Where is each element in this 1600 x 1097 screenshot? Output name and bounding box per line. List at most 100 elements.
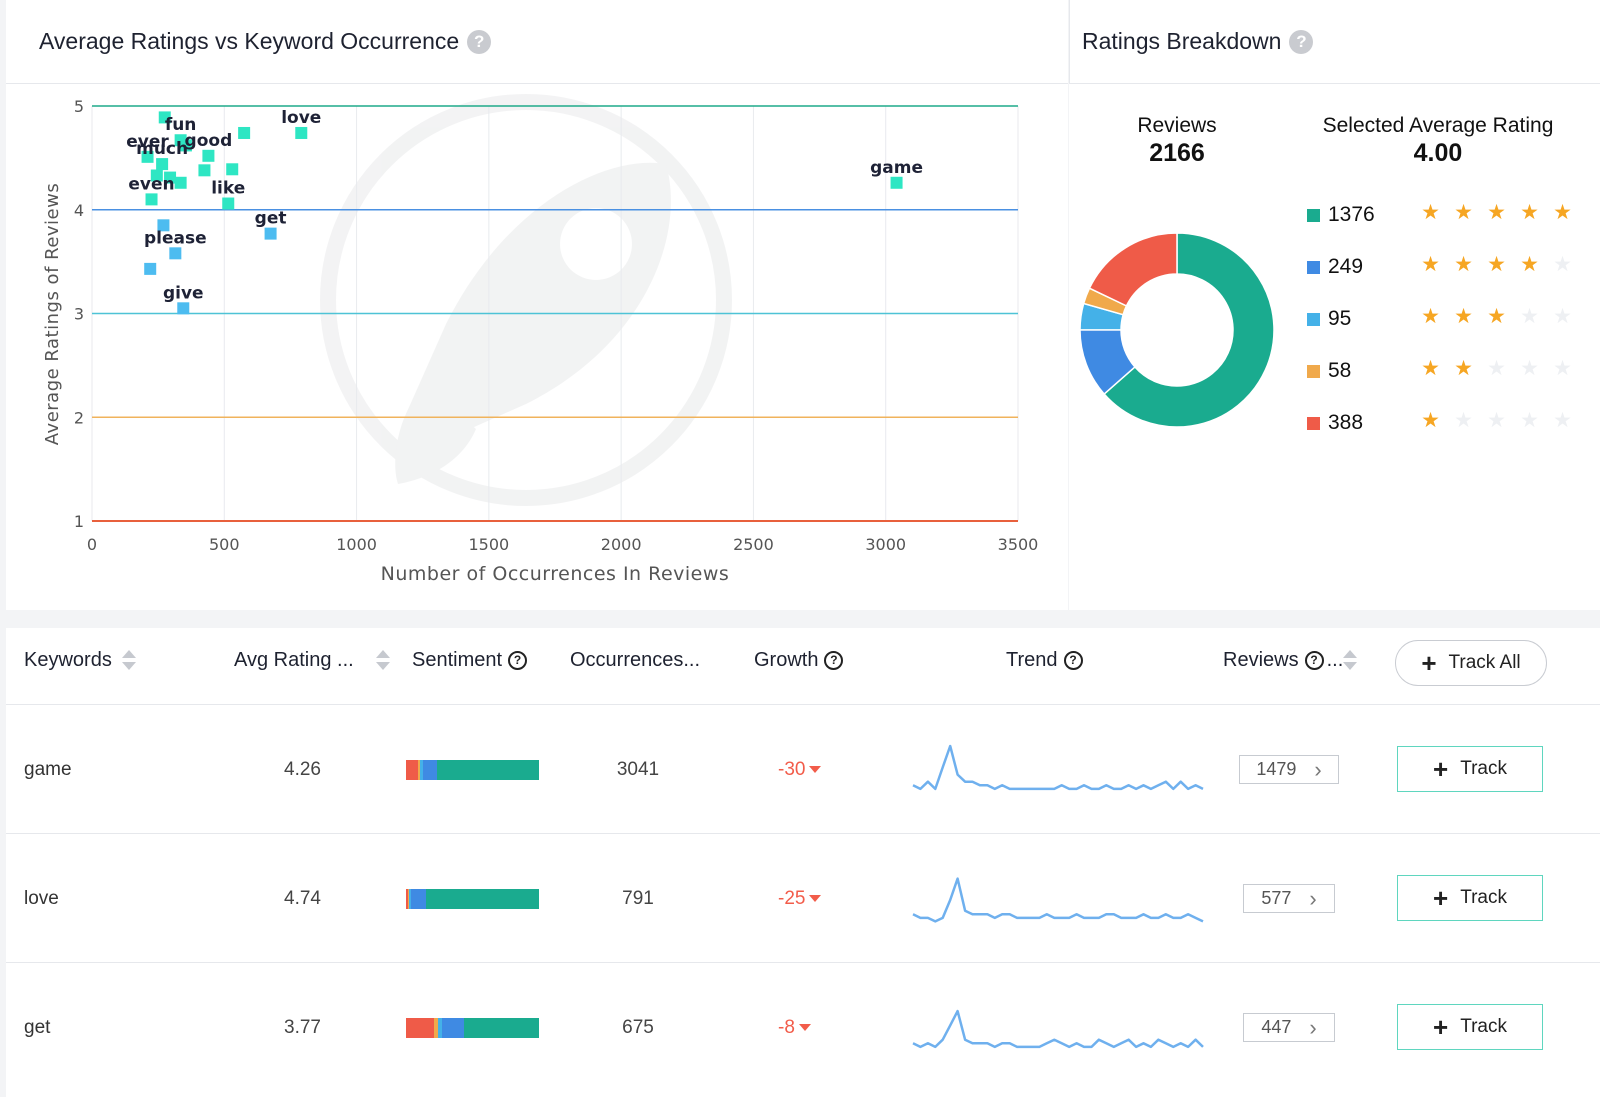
table-row[interactable]: love 4.74 791 -25 577 › + Track [6,833,1600,963]
plus-icon: + [1433,754,1449,784]
x-tick-label: 3000 [865,535,906,554]
scatter-point-unlabeled-5[interactable] [179,139,192,152]
legend-swatch [1307,312,1320,326]
reviews-link[interactable]: 447 › [1243,1013,1335,1042]
rating-legend-row[interactable]: 58 [1307,356,1408,386]
track-all-label: Track All [1448,652,1521,673]
legend-count: 249 [1328,255,1364,278]
chevron-right-icon: › [1309,885,1317,911]
scatter-point-love[interactable] [295,126,308,139]
keyword-cell[interactable]: game [24,758,72,780]
scatter-point-give[interactable] [177,302,190,315]
scatter-point-game[interactable] [890,176,903,189]
average-rating-value: 4.00 [1413,139,1463,167]
column-header-occurrences[interactable]: Occurrences... [570,640,700,680]
star-rating: ★ ★ ★ ★ ★ [1414,303,1579,331]
scatter-point-please[interactable] [169,247,182,260]
star-icon: ★ [1553,253,1572,276]
watermark-logo [320,94,732,506]
scatter-point-ever[interactable] [141,150,154,163]
scatter-chart: 0 500 1000 1500 2000 2500 3000 3500 1 2 3 4 5 game lo… [42,94,1038,585]
reviews-count: 1479 [1256,759,1297,779]
sort-icon[interactable] [121,649,136,671]
reviews-link[interactable]: 1479 › [1239,755,1339,784]
legend-swatch [1307,416,1320,430]
reviews-help-icon[interactable]: ? [1304,650,1324,670]
table-row[interactable]: game 4.26 3041 -30 1479 › + Track [6,704,1600,834]
scatter-point-unlabeled-10[interactable] [198,164,211,177]
occurrences-cell: 791 [622,887,654,909]
keywords-table: Keywords Avg Rating ... Sentiment ? Occu… [6,628,1600,1097]
sentiment-bar [406,1017,539,1038]
growth-help-icon[interactable]: ? [824,650,844,670]
sentiment-help-icon[interactable]: ? [508,650,528,670]
legend-count: 58 [1328,359,1352,382]
x-tick-label: 2000 [601,535,642,554]
sort-icon[interactable] [1343,649,1358,671]
breakdown-help-icon[interactable]: ? [1289,29,1314,54]
scatter-point-unlabeled-12[interactable] [150,169,163,182]
column-header-sentiment-label: Sentiment [412,648,503,671]
track-button[interactable]: + Track [1397,746,1543,792]
track-all-button[interactable]: + Track All [1395,640,1547,686]
reviews-count: 577 [1261,888,1292,908]
scatter-point-even[interactable] [145,193,158,206]
y-tick-label: 3 [74,305,84,324]
donut-slice-5-star[interactable] [1103,232,1275,428]
column-header-keywords[interactable]: Keywords [24,640,136,680]
avg-rating-cell: 3.77 [284,1016,321,1038]
column-header-avg-rating[interactable]: Avg Rating ... [234,640,390,680]
track-button[interactable]: + Track [1397,1004,1543,1050]
scatter-point-label: fun [165,115,197,135]
star-icon: ★ [1520,357,1539,380]
growth-cell: -8 [778,963,811,1092]
x-tick-label: 0 [87,535,97,554]
scatter-point-unlabeled-19[interactable] [144,262,157,275]
scatter-point-unlabeled-13[interactable] [164,171,177,184]
scatter-point-like[interactable] [222,197,235,210]
trend-cell [912,705,1204,834]
reviews-link[interactable]: 577 › [1243,884,1335,913]
scatter-point-unlabeled-3[interactable] [158,111,171,124]
scatter-point-label: game [870,158,923,178]
table-row[interactable]: get 3.77 675 -8 447 › + Track [6,962,1600,1092]
sentiment-segment [408,888,409,909]
sentiment-segment [406,1017,434,1038]
rating-legend-row[interactable]: 1376 [1307,200,1408,230]
column-header-keywords-label: Keywords [24,648,112,671]
column-header-sentiment: Sentiment ? [412,640,528,680]
scatter-point-much[interactable] [156,158,169,171]
rating-legend-row[interactable]: 95 [1307,304,1408,334]
y-axis-label: Average Ratings of Reviews [42,183,63,445]
column-header-reviews[interactable]: Reviews ? ... [1223,640,1358,680]
growth-value: -25 [778,887,806,909]
star-icon: ★ [1520,201,1539,224]
trend-sparkline [912,744,1204,790]
scatter-point-unlabeled-6[interactable] [238,126,251,139]
scatter-point-label: good [185,131,233,151]
plus-icon: + [1433,1012,1449,1042]
occurrences-cell: 675 [622,1016,654,1038]
scatter-help-icon[interactable]: ? [467,29,492,54]
scatter-point-good[interactable] [202,149,215,162]
star-icon: ★ [1421,253,1440,276]
x-tick-label: 1500 [468,535,509,554]
keyword-cell[interactable]: get [24,1016,51,1038]
scatter-point-unlabeled-14[interactable] [174,176,187,189]
scatter-point-unlabeled-17[interactable] [157,219,170,232]
down-arrow-icon [809,766,822,773]
keyword-cell[interactable]: love [24,887,59,909]
sentiment-segment [436,759,539,780]
rating-legend-row[interactable]: 388 [1307,408,1408,438]
track-button[interactable]: + Track [1397,875,1543,921]
rating-legend-row[interactable]: 249 [1307,252,1408,282]
column-header-trend-label: Trend [1006,648,1058,671]
sort-icon[interactable] [375,649,390,671]
down-arrow-icon [809,895,822,902]
scatter-point-get[interactable] [264,227,277,240]
donut-slice-1-star[interactable] [1088,232,1178,307]
plus-icon: + [1433,883,1449,913]
star-icon: ★ [1454,305,1473,328]
trend-help-icon[interactable]: ? [1063,650,1083,670]
scatter-point-unlabeled-11[interactable] [226,163,239,176]
